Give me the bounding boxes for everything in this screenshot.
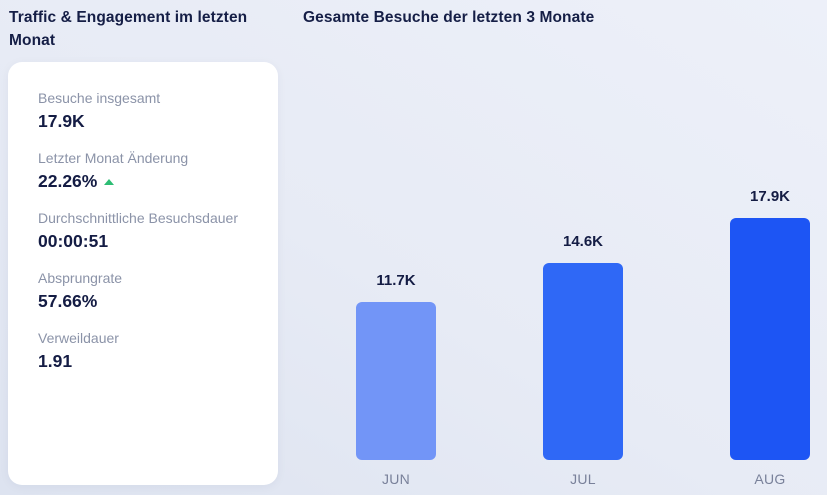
chart-title: Gesamte Besuche der letzten 3 Monate: [303, 9, 595, 26]
stat-label: Letzter Monat Änderung: [38, 150, 189, 166]
bar-value-label: 11.7K: [376, 272, 416, 289]
bar-jul: [543, 263, 623, 460]
stat-total-visits: Besuche insgesamt 17.9K: [38, 90, 254, 132]
stat-dwell-time: Verweildauer 1.91: [38, 330, 254, 372]
trend-up-icon: [104, 179, 115, 185]
traffic-engagement-card: Besuche insgesamt 17.9K Letzter Monat Än…: [8, 62, 278, 485]
stat-value: 00:00:51: [38, 230, 254, 252]
stat-label: Verweildauer: [38, 330, 119, 346]
bar-value-label: 17.9K: [749, 188, 791, 205]
bar-group-aug: 17.9K AUG: [730, 178, 810, 487]
stat-value: 1.91: [38, 350, 254, 372]
stat-last-month-change: Letzter Monat Änderung 22.26%: [38, 150, 254, 192]
left-panel-title: Traffic & Engagement im letzten Monat: [9, 9, 248, 49]
stat-avg-visit-duration: Durchschnittliche Besuchsdauer 00:00:51: [38, 210, 254, 252]
x-axis-label-jun: JUN: [381, 471, 411, 487]
bar-value-label: 14.6K: [562, 233, 604, 250]
stat-value: 57.66%: [38, 290, 254, 312]
bar-jun: [356, 302, 436, 460]
bar-group-jun: 11.7K JUN: [356, 178, 436, 487]
bar-aug: [730, 218, 810, 460]
stat-label: Absprungrate: [38, 270, 123, 286]
stat-value-text: 22.26%: [38, 171, 98, 191]
stat-bounce-rate: Absprungrate 57.66%: [38, 270, 254, 312]
x-axis-label-jul: JUL: [570, 471, 596, 487]
stat-value: 22.26%: [38, 170, 254, 192]
stat-value-text: 17.9K: [38, 111, 85, 131]
stat-label: Durchschnittliche Besuchsdauer: [38, 210, 238, 226]
x-axis-label-aug: AUG: [754, 471, 786, 487]
stat-value-text: 1.91: [38, 351, 73, 371]
stat-label: Besuche insgesamt: [38, 90, 161, 106]
stat-value: 17.9K: [38, 110, 254, 132]
stat-value-text: 00:00:51: [38, 231, 109, 251]
stat-value-text: 57.66%: [38, 291, 98, 311]
bar-group-jul: 14.6K JUL: [543, 178, 623, 487]
monthly-visits-bar-chart: 11.7K JUN 14.6K JUL 17.9K AUG: [340, 178, 827, 487]
